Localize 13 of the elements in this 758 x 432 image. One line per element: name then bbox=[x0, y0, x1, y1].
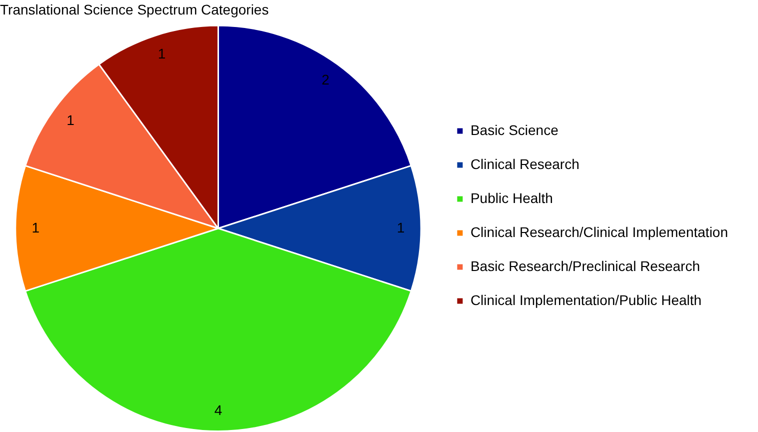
legend-label: Clinical Research bbox=[470, 156, 580, 172]
data-label: 4 bbox=[214, 402, 222, 418]
legend-label: Clinical Research/Clinical Implementation bbox=[470, 224, 728, 240]
data-label: 2 bbox=[322, 72, 330, 88]
data-label: 1 bbox=[396, 219, 405, 236]
legend-label: Basic Science bbox=[470, 122, 559, 138]
data-label: 1 bbox=[158, 46, 166, 62]
data-label: 1 bbox=[66, 112, 75, 128]
data-label: 1 bbox=[32, 219, 40, 236]
legend-label: Clinical Implementation/Public Health bbox=[470, 292, 702, 308]
legend-label: Basic Research/Preclinical Research bbox=[470, 258, 700, 274]
chart-title: Translational Science Spectrum Categories bbox=[0, 1, 269, 18]
legend-label: Public Health bbox=[470, 190, 553, 206]
